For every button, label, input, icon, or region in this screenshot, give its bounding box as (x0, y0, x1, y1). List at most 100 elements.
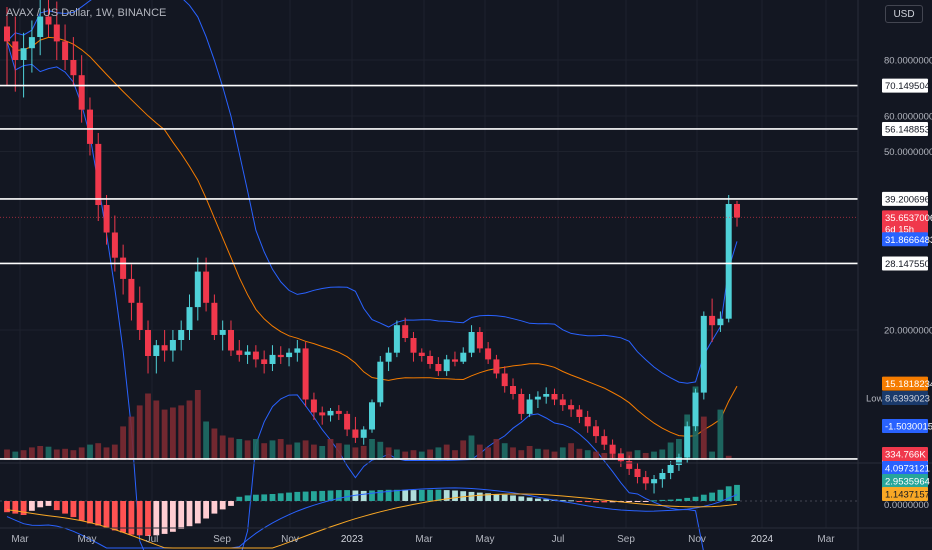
volume-bar (501, 443, 508, 460)
volume-bar (394, 449, 400, 460)
time-tick-label: May (78, 534, 97, 545)
volume-bar (576, 448, 583, 460)
low-label: 8.6393023 (885, 394, 930, 405)
volume-bar (559, 447, 566, 460)
candle-body (145, 330, 151, 356)
candle-body (377, 361, 384, 403)
macd-histogram-bar (78, 501, 85, 521)
candle-body (393, 325, 400, 353)
candle-body (435, 364, 442, 372)
macd-histogram-bar (725, 486, 732, 501)
candle-body (194, 271, 201, 308)
macd-histogram-bar (45, 501, 52, 506)
candle-body (12, 41, 19, 60)
macd-histogram-bar (410, 490, 417, 501)
candle-body (87, 109, 93, 144)
candle-body (385, 352, 392, 362)
macd-histogram-bar (452, 490, 458, 501)
macd-histogram-bar (194, 501, 201, 524)
candle-body (659, 473, 666, 480)
horizontal-levels[interactable] (0, 84, 858, 460)
candle-body (485, 348, 492, 360)
time-tick-label: 2024 (751, 534, 774, 545)
volume-bar (526, 446, 533, 460)
macd-histogram-bar (170, 501, 176, 532)
macd-histogram-bar (443, 490, 450, 501)
level-label-bg (882, 191, 928, 206)
price-candles (4, 0, 740, 494)
candle-body (4, 26, 10, 42)
volume-bar (460, 440, 467, 460)
volume-bar (211, 428, 218, 460)
volume-bar (452, 450, 458, 460)
macd-histogram-bar (311, 491, 317, 501)
volume-indicator-label: -1.5030015 (885, 422, 932, 433)
candle-body (551, 394, 558, 400)
candle-body (510, 386, 516, 394)
volume-bar (20, 450, 27, 460)
macd-histogram-bar (128, 501, 135, 535)
volume-bar (667, 442, 674, 460)
macd-histogram-bar (476, 492, 483, 501)
histogram-value-label: 2.9535964 (885, 477, 930, 488)
candle-body (203, 271, 210, 303)
price-axis[interactable]: 80.0000000 60.0000000 50.0000000 20.0000000… (866, 56, 932, 512)
volume-bar (136, 405, 143, 460)
candle-body (228, 330, 234, 351)
time-tick-label: Nov (688, 534, 706, 545)
candle-body (244, 351, 251, 355)
moving-average-line (6, 36, 738, 437)
volume-bar (584, 450, 591, 460)
macd-histogram-bar (651, 500, 657, 502)
volume-bar (219, 435, 226, 460)
candle-body (609, 444, 616, 454)
macd-histogram-bar (485, 493, 491, 501)
volume-bar (676, 439, 682, 460)
volume-bar (111, 444, 118, 460)
candle-body (169, 340, 176, 351)
currency-selector[interactable]: USD (885, 5, 923, 23)
volume-bar (53, 449, 60, 460)
volume-bar (186, 400, 193, 460)
volume-bar (568, 443, 574, 460)
volume-bar (360, 446, 367, 460)
candle-body (684, 426, 691, 458)
candle-body (534, 396, 541, 400)
candle-body (410, 338, 417, 353)
candle-body (518, 394, 525, 414)
macd-histogram-bar (626, 501, 633, 502)
candle-body (153, 345, 160, 356)
volume-bar (352, 447, 359, 460)
candle-body (642, 477, 649, 484)
macd-histogram-bar (684, 497, 691, 501)
volume-bar (203, 421, 209, 460)
volume-bar (87, 444, 93, 460)
price-tick-label: 80.0000000 (884, 56, 932, 67)
level-label-bg (882, 78, 928, 93)
candle-body (568, 405, 575, 410)
signal-value-label-bg (882, 487, 928, 501)
time-axis[interactable]: Mar May Jul Sep Nov 2023 Mar May Jul Sep Nov 2024 Ma… (11, 534, 835, 545)
macd-histogram-bar (62, 501, 68, 514)
volume-bar (410, 450, 417, 460)
macd-histogram-bar (576, 501, 583, 502)
volume-bar (377, 441, 384, 460)
macd-histogram-bar (584, 501, 591, 503)
level-label: 39.2006964 (885, 194, 932, 205)
time-tick-label: Sep (213, 534, 231, 545)
macd-value-label: 4.0973121 (885, 464, 930, 475)
time-tick-label: Mar (817, 534, 835, 545)
macd-histogram-bar (302, 491, 309, 502)
candle-body (734, 204, 740, 218)
candle-body (576, 409, 583, 417)
macd-histogram-bar (219, 501, 226, 510)
macd-histogram-bar (244, 495, 251, 501)
macd-histogram-bar (427, 489, 433, 501)
macd-histogram-bar (236, 496, 243, 501)
histogram-value-label-bg (882, 474, 928, 488)
volume-bar (70, 450, 77, 460)
macd-histogram-bar (145, 501, 151, 536)
macd-histogram-bar (294, 491, 301, 501)
